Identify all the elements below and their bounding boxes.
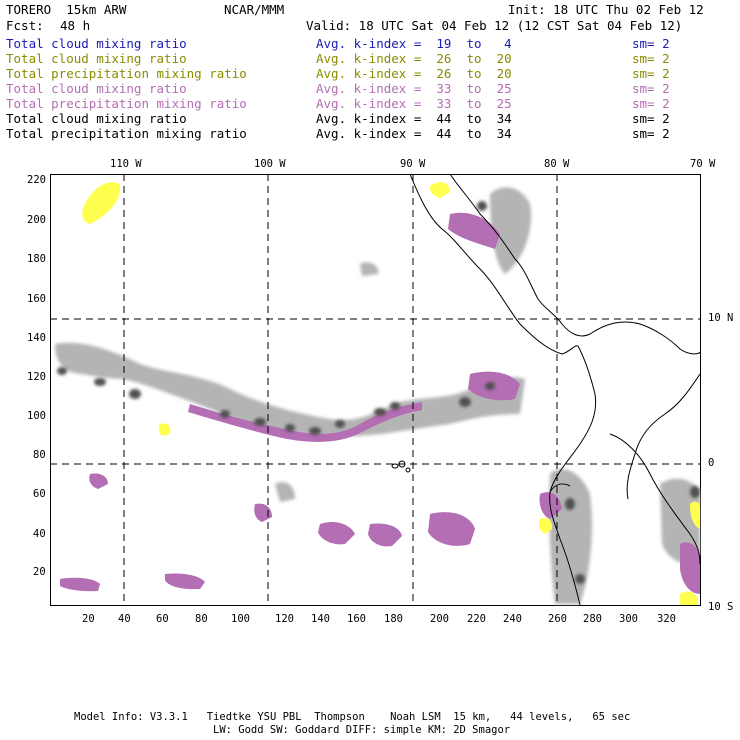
- cloud-field-yellow: [82, 182, 700, 605]
- y-tick-label: 220: [27, 174, 46, 186]
- y-tick-label: 200: [27, 214, 46, 226]
- y-tick-label: 20: [33, 566, 46, 578]
- coastlines: [409, 174, 701, 606]
- x-tick-label: 120: [275, 613, 294, 625]
- galapagos-islands: [391, 460, 411, 473]
- legend-kindex: Avg. k-index = 33 to 25: [316, 96, 512, 111]
- valid-time: Valid: 18 UTC Sat 04 Feb 12 (12 CST Sat …: [306, 18, 683, 33]
- legend-row: Total cloud mixing ratio Avg. k-index = …: [6, 36, 736, 51]
- legend: Total cloud mixing ratio Avg. k-index = …: [0, 36, 740, 146]
- model-info-line1: Model Info: V3.3.1 Tiedtke YSU PBL Thomp…: [74, 711, 631, 723]
- legend-field: Total precipitation mixing ratio: [6, 96, 247, 111]
- legend-field: Total cloud mixing ratio: [6, 81, 187, 96]
- lon-label-100w: 100 W: [254, 158, 286, 170]
- lon-label-90w: 90 W: [400, 158, 426, 170]
- y-tick-label: 40: [33, 528, 46, 540]
- y-tick-label: 120: [27, 371, 46, 383]
- y-tick-label: 60: [33, 488, 46, 500]
- legend-kindex: Avg. k-index = 19 to 4: [316, 36, 512, 51]
- legend-smooth: sm= 2: [632, 111, 670, 126]
- legend-smooth: sm= 2: [632, 81, 670, 96]
- init-time: Init: 18 UTC Thu 02 Feb 12: [508, 2, 704, 17]
- x-tick-label: 140: [311, 613, 330, 625]
- x-tick-label: 60: [156, 613, 169, 625]
- x-tick-label: 260: [548, 613, 567, 625]
- legend-kindex: Avg. k-index = 44 to 34: [316, 126, 512, 141]
- legend-smooth: sm= 2: [632, 51, 670, 66]
- legend-kindex: Avg. k-index = 26 to 20: [316, 51, 512, 66]
- cloud-field-purple: [60, 212, 700, 594]
- model-info-line2: LW: Godd SW: Goddard DIFF: simple KM: 2D…: [213, 724, 511, 736]
- lat-label-10s: 10 S: [708, 601, 734, 613]
- legend-kindex: Avg. k-index = 33 to 25: [316, 81, 512, 96]
- y-tick-label: 100: [27, 410, 46, 422]
- map-panel: [50, 174, 701, 606]
- y-tick-label: 160: [27, 293, 46, 305]
- legend-field: Total cloud mixing ratio: [6, 51, 187, 66]
- y-tick-label: 180: [27, 253, 46, 265]
- legend-smooth: sm= 2: [632, 96, 670, 111]
- legend-kindex: Avg. k-index = 44 to 34: [316, 111, 512, 126]
- x-tick-label: 20: [82, 613, 95, 625]
- legend-row: Total cloud mixing ratio Avg. k-index = …: [6, 51, 736, 66]
- legend-smooth: sm= 2: [632, 36, 670, 51]
- legend-field: Total precipitation mixing ratio: [6, 66, 247, 81]
- legend-row: Total precipitation mixing ratio Avg. k-…: [6, 126, 736, 141]
- forecast-label: Fcst:: [6, 18, 44, 33]
- legend-field: Total precipitation mixing ratio: [6, 126, 247, 141]
- x-tick-label: 220: [467, 613, 486, 625]
- legend-field: Total cloud mixing ratio: [6, 111, 187, 126]
- legend-smooth: sm= 2: [632, 66, 670, 81]
- x-tick-label: 180: [384, 613, 403, 625]
- legend-kindex: Avg. k-index = 26 to 20: [316, 66, 512, 81]
- lat-label-10n: 10 N: [708, 312, 734, 324]
- legend-field: Total cloud mixing ratio: [6, 36, 187, 51]
- x-tick-label: 320: [657, 613, 676, 625]
- x-tick-label: 80: [195, 613, 208, 625]
- legend-smooth: sm= 2: [632, 126, 670, 141]
- forecast-hours: 48 h: [60, 18, 91, 33]
- graticule: [50, 174, 701, 606]
- x-tick-label: 100: [231, 613, 250, 625]
- legend-row: Total cloud mixing ratio Avg. k-index = …: [6, 81, 736, 96]
- map-canvas: [50, 174, 701, 606]
- y-tick-label: 140: [27, 332, 46, 344]
- lon-label-110w: 110 W: [110, 158, 142, 170]
- x-tick-label: 200: [430, 613, 449, 625]
- organization: NCAR/MMM: [224, 2, 285, 17]
- legend-row: Total precipitation mixing ratio Avg. k-…: [6, 66, 736, 81]
- x-tick-label: 300: [619, 613, 638, 625]
- lat-label-0: 0: [708, 457, 715, 469]
- x-tick-label: 160: [347, 613, 366, 625]
- legend-row: Total cloud mixing ratio Avg. k-index = …: [6, 111, 736, 126]
- y-tick-label: 80: [33, 449, 46, 461]
- cloud-cores-dark: [57, 201, 700, 584]
- legend-row: Total precipitation mixing ratio Avg. k-…: [6, 96, 736, 111]
- model-name: TORERO 15km ARW: [6, 2, 127, 17]
- x-tick-label: 40: [118, 613, 131, 625]
- lon-label-80w: 80 W: [544, 158, 570, 170]
- lon-label-70w: 70 W: [690, 158, 716, 170]
- x-tick-label: 240: [503, 613, 522, 625]
- x-tick-label: 280: [583, 613, 602, 625]
